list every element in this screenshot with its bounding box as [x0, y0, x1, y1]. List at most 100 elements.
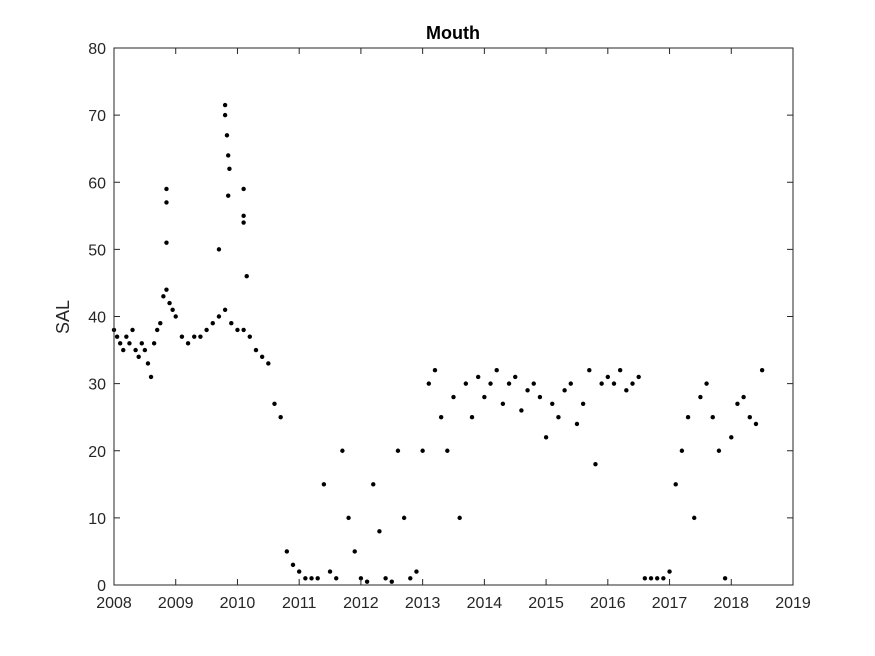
- axis-ticks: 2008 2009 2010 2011 2012 2013 2014 2015 2016 2017…: [88, 41, 811, 612]
- data-point: [136, 354, 141, 359]
- data-point: [167, 300, 172, 306]
- data-point: [482, 394, 487, 400]
- data-point: [241, 186, 246, 192]
- data-point: [241, 213, 246, 219]
- data-point: [164, 186, 169, 192]
- data-point: [133, 347, 138, 353]
- data-point: [192, 334, 197, 339]
- data-point: [222, 307, 228, 312]
- data-point: [253, 347, 259, 353]
- data-point: [121, 347, 126, 353]
- y-tick-label: 50: [88, 242, 106, 259]
- data-point: [164, 287, 169, 292]
- data-point: [624, 388, 629, 393]
- data-point: [216, 247, 222, 252]
- data-point: [272, 401, 277, 406]
- data-point: [562, 388, 567, 393]
- data-point: [296, 569, 302, 574]
- data-point: [241, 327, 246, 333]
- data-point: [685, 414, 691, 420]
- x-tick-label: 2010: [220, 595, 256, 612]
- data-point: [426, 381, 432, 386]
- plot-frame: [113, 47, 794, 586]
- data-point: [648, 576, 654, 581]
- data-point: [148, 374, 154, 380]
- y-tick-label: 60: [88, 175, 106, 192]
- data-point: [494, 368, 499, 373]
- data-point: [513, 374, 518, 380]
- data-point: [241, 220, 246, 225]
- data-point: [158, 321, 163, 326]
- data-point: [235, 327, 240, 333]
- data-point: [210, 321, 215, 326]
- data-point: [117, 341, 123, 346]
- data-point: [710, 414, 715, 420]
- data-point: [568, 381, 573, 386]
- data-point: [451, 394, 456, 400]
- x-tick-label: 2017: [652, 595, 688, 612]
- data-point: [164, 240, 169, 245]
- y-tick-label: 80: [88, 41, 106, 58]
- data-point: [145, 361, 151, 366]
- data-point: [463, 381, 469, 386]
- data-point: [173, 314, 178, 319]
- x-tick-label: 2011: [282, 595, 317, 612]
- data-point: [617, 368, 623, 373]
- data-point: [139, 341, 144, 346]
- data-point: [130, 327, 135, 333]
- data-point: [377, 529, 382, 534]
- data-point: [747, 414, 752, 420]
- data-point: [114, 334, 120, 339]
- data-point: [636, 374, 641, 380]
- x-tick-label: 2009: [158, 595, 194, 612]
- data-point: [198, 334, 203, 339]
- data-point: [321, 482, 327, 487]
- data-point: [124, 334, 129, 339]
- data-point: [593, 461, 598, 467]
- data-point: [580, 401, 586, 406]
- data-point: [445, 448, 450, 453]
- data-point: [722, 576, 728, 581]
- data-point: [216, 314, 222, 319]
- data-point: [244, 274, 249, 279]
- data-point: [395, 448, 401, 453]
- data-point: [170, 307, 175, 312]
- data-point: [574, 421, 580, 427]
- data-point: [247, 334, 252, 339]
- data-point: [383, 576, 388, 581]
- x-tick-label: 2012: [343, 595, 379, 612]
- data-point: [587, 368, 592, 373]
- data-point: [704, 381, 709, 386]
- x-tick-label: 2016: [590, 595, 626, 612]
- data-point: [537, 394, 543, 400]
- data-point: [179, 334, 185, 339]
- x-tick-label: 2013: [405, 595, 441, 612]
- data-point: [506, 381, 512, 386]
- data-point: [469, 414, 475, 420]
- data-points: [111, 102, 765, 584]
- x-tick-label: 2014: [467, 595, 503, 612]
- data-point: [500, 401, 506, 406]
- x-tick-label: 2008: [96, 595, 132, 612]
- data-point: [142, 347, 148, 353]
- data-point: [155, 327, 160, 333]
- data-point: [655, 576, 660, 581]
- data-point: [550, 401, 555, 406]
- data-point: [204, 327, 209, 333]
- data-point: [611, 381, 617, 386]
- x-tick-label: 2015: [528, 595, 564, 612]
- data-point: [164, 200, 169, 205]
- data-point: [698, 394, 703, 400]
- y-axis-label: SAL: [53, 300, 73, 334]
- data-point: [679, 448, 685, 453]
- data-point: [222, 102, 228, 108]
- data-point: [642, 576, 648, 581]
- data-point: [692, 515, 697, 521]
- y-tick-label: 30: [88, 377, 106, 394]
- data-point: [127, 341, 132, 346]
- data-point: [475, 374, 481, 380]
- data-point: [185, 341, 191, 346]
- data-point: [346, 515, 351, 521]
- data-point: [358, 576, 364, 581]
- data-point: [438, 414, 444, 420]
